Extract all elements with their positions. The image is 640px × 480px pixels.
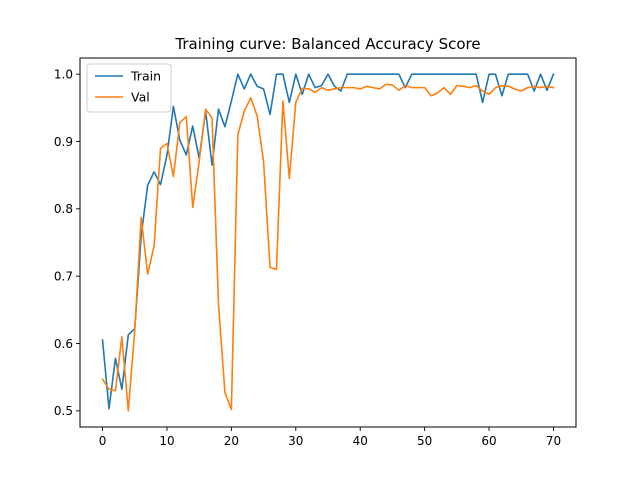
y-tick-label: 0.5 xyxy=(54,404,73,418)
y-tick-label: 0.6 xyxy=(54,337,73,351)
x-tick-label: 60 xyxy=(481,434,496,448)
x-axis: 0 10 20 30 40 50 60 70 xyxy=(99,427,561,448)
y-tick-label: 0.9 xyxy=(54,135,73,149)
x-tick-label: 10 xyxy=(159,434,174,448)
y-axis: 0.5 0.6 0.7 0.8 0.9 1.0 xyxy=(54,67,80,418)
chart-title: Training curve: Balanced Accuracy Score xyxy=(174,35,480,53)
plot-frame xyxy=(79,57,577,428)
series-line-train xyxy=(101,73,555,410)
y-tick-label: 0.8 xyxy=(54,202,73,216)
legend: Train Val xyxy=(86,63,172,113)
x-tick-label: 20 xyxy=(224,434,239,448)
x-tick-label: 0 xyxy=(99,434,107,448)
y-tick-label: 1.0 xyxy=(54,67,73,81)
legend-label-train: Train xyxy=(130,69,161,84)
x-tick-label: 40 xyxy=(353,434,368,448)
y-tick-label: 0.7 xyxy=(54,269,73,283)
x-tick-label: 70 xyxy=(546,434,561,448)
x-tick-label: 50 xyxy=(417,434,432,448)
x-tick-label: 30 xyxy=(288,434,303,448)
legend-label-val: Val xyxy=(131,90,150,105)
series-layer xyxy=(101,73,555,412)
series-line-val xyxy=(101,83,555,412)
